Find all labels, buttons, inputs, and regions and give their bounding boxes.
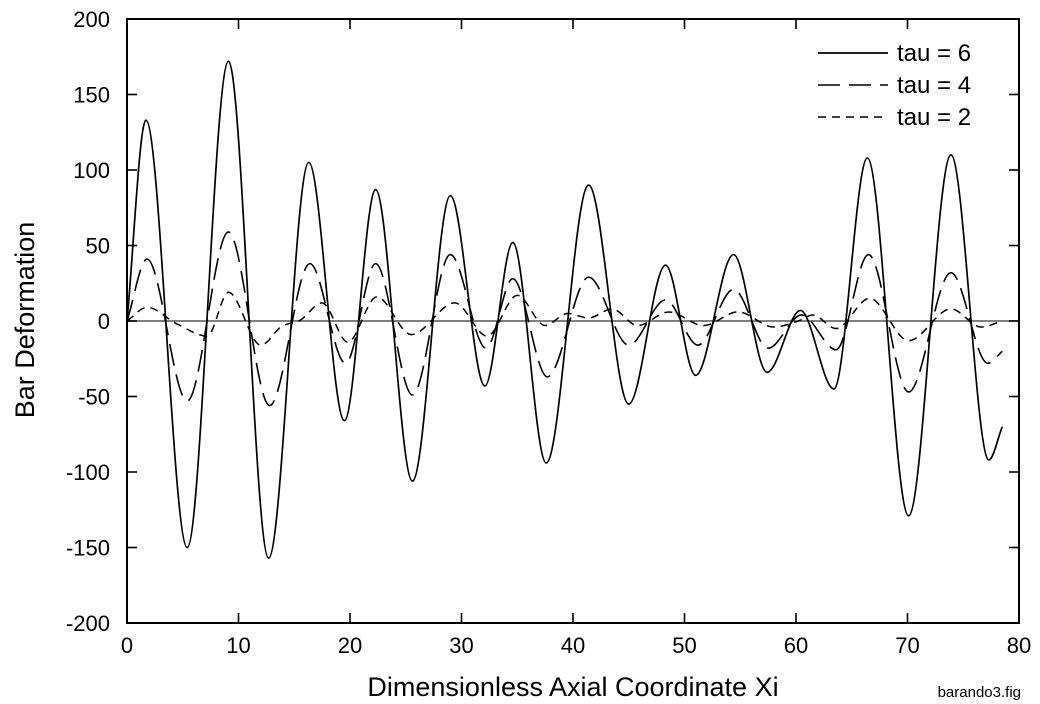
series-line-3: [126, 291, 1003, 346]
y-tick-label: 200: [73, 7, 110, 32]
y-axis-label: Bar Deformation: [10, 222, 40, 419]
series-group: [126, 60, 1004, 559]
x-tick-label: 10: [226, 633, 250, 658]
series-line-1: [126, 60, 1004, 559]
x-axis-label: Dimensionless Axial Coordinate Xi: [367, 672, 778, 702]
legend-label-2: tau = 4: [897, 72, 971, 99]
y-axis-ticks: [127, 18, 1019, 624]
legend: tau = 6 tau = 4 tau = 2: [818, 40, 971, 131]
y-tick-label: -150: [66, 536, 110, 561]
legend-label-3: tau = 2: [897, 104, 971, 131]
y-tick-label: -200: [66, 611, 110, 636]
x-tick-label: 0: [121, 633, 133, 658]
series-line-2: [126, 231, 1003, 407]
legend-label-1: tau = 6: [897, 40, 971, 67]
x-tick-label: 40: [561, 633, 585, 658]
x-tick-label: 80: [1007, 633, 1031, 658]
x-axis-tick-labels: 0 10 20 30 40 50 60 70 80: [121, 633, 1031, 658]
y-tick-label: -100: [66, 460, 110, 485]
x-tick-label: 50: [672, 633, 696, 658]
plot-area: [126, 18, 1020, 624]
figure-filename: barando3.fig: [938, 684, 1021, 701]
x-tick-label: 70: [895, 633, 919, 658]
y-tick-label: 50: [86, 234, 110, 259]
x-axis-ticks: [126, 19, 1020, 623]
y-tick-label: 150: [73, 83, 110, 108]
x-tick-label: 60: [784, 633, 808, 658]
x-tick-label: 20: [338, 633, 362, 658]
x-tick-label: 30: [449, 633, 473, 658]
y-tick-label: 0: [98, 309, 110, 334]
y-tick-label: -50: [78, 385, 110, 410]
y-axis-tick-labels: 200 150 100 50 0 -50 -100 -150 -200: [66, 7, 110, 636]
y-tick-label: 100: [73, 158, 110, 183]
